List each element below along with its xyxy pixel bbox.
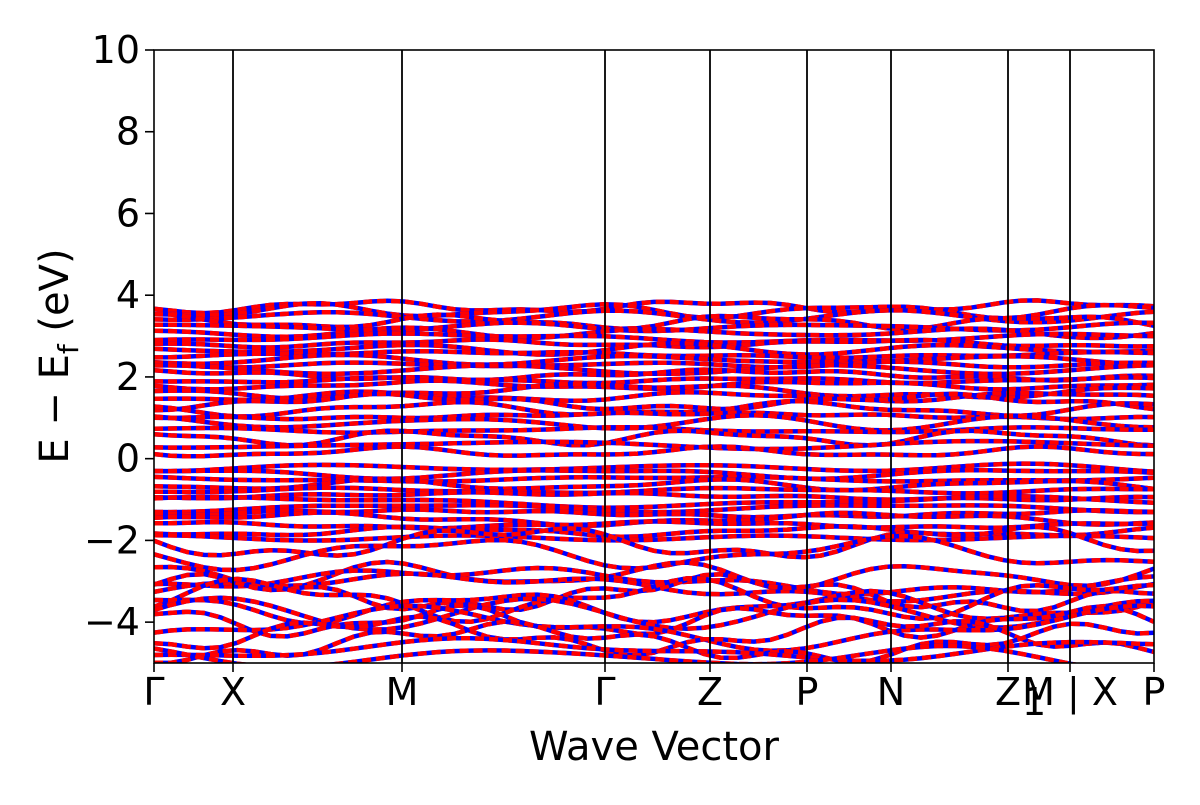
y-tick-label-3: 2 [116,355,140,399]
y-tick-label-6: 8 [116,110,140,154]
x-tick-label-9: P [1143,670,1166,714]
band-middle-27-red [154,467,1154,482]
y-tick-label-2: 0 [116,437,140,481]
band-lower-44-red [154,571,1154,614]
band-lower-42-blue [154,565,1154,597]
band-middle-36-blue [154,519,1154,531]
y-axis-label: E − Ef (eV) [32,248,85,463]
band-upper-25-blue [154,444,1154,459]
y-axis-ticks: −4 −2 0 2 4 6 8 10 [84,28,154,644]
band-lower-51-red [154,619,1154,663]
x-tick-label-0: Γ [143,670,164,714]
band-upper-15-red [154,378,1154,392]
band-upper-13-red [154,367,1154,383]
band-upper-22-red [154,424,1154,435]
y-axis-label-suffix: (eV) [32,248,78,344]
x-axis-label: Wave Vector [529,724,780,770]
band-lower-41-red [154,559,1154,592]
band-middle-35-red [154,510,1154,529]
x-tick-label-subscript: 1 [1022,680,1046,724]
bands-layer [154,298,1154,663]
band-middle-34-red [154,507,1154,520]
x-tick-label-5: P [796,670,819,714]
band-lower-49-red [154,603,1154,653]
band-upper-7-red [154,337,1154,350]
y-axis-label-prefix: E − E [32,354,78,464]
band-middle-29-blue [154,476,1154,493]
y-tick-label-4: 4 [116,273,140,317]
band-upper-12-red [154,363,1154,377]
kpoint-lines [232,50,1071,663]
y-axis-label-subscript: f [52,343,85,354]
band-upper-11-red [154,359,1154,370]
x-tick-label-4: Z [697,670,723,714]
x-tick-label-2: M [386,670,419,714]
plot-frame [153,49,1155,664]
band-lower-53-blue [154,643,1080,663]
y-tick-label-0: −4 [84,600,140,644]
band-middle-33-red [154,503,1154,515]
band-middle-38-red [154,533,1154,543]
band-lower-45-red [154,576,1154,625]
band-upper-6-red [154,331,1154,345]
band-middle-26-red [154,461,1154,474]
x-tick-label-3: Γ [594,670,615,714]
band-upper-11-blue [154,359,1154,370]
band-upper-23-blue [154,428,1154,448]
y-tick-label-5: 6 [116,191,140,235]
x-tick-label-8: M | X [1022,670,1118,715]
band-upper-17-red [154,389,1154,404]
y-tick-label-1: −2 [84,518,140,562]
band-upper-24-red [154,438,1154,452]
band-upper-14-blue [154,375,1154,386]
band-middle-32-red [154,493,1154,510]
x-tick-label-7: Z [995,670,1021,714]
x-tick-label-1: X [220,670,246,714]
band-upper-10-red [154,352,1154,367]
y-tick-label-7: 10 [92,28,140,72]
band-middle-28-red [154,474,1154,484]
band-lower-39-red [154,524,1154,560]
band-middle-30-red [154,485,1154,496]
band-upper-18-blue [154,391,1154,413]
band-middle-36-red [154,519,1154,531]
band-upper-14-red [154,375,1154,386]
band-lower-48-red [154,603,1154,640]
band-upper-8-blue [154,341,1154,357]
x-tick-label-6: N [877,670,905,714]
